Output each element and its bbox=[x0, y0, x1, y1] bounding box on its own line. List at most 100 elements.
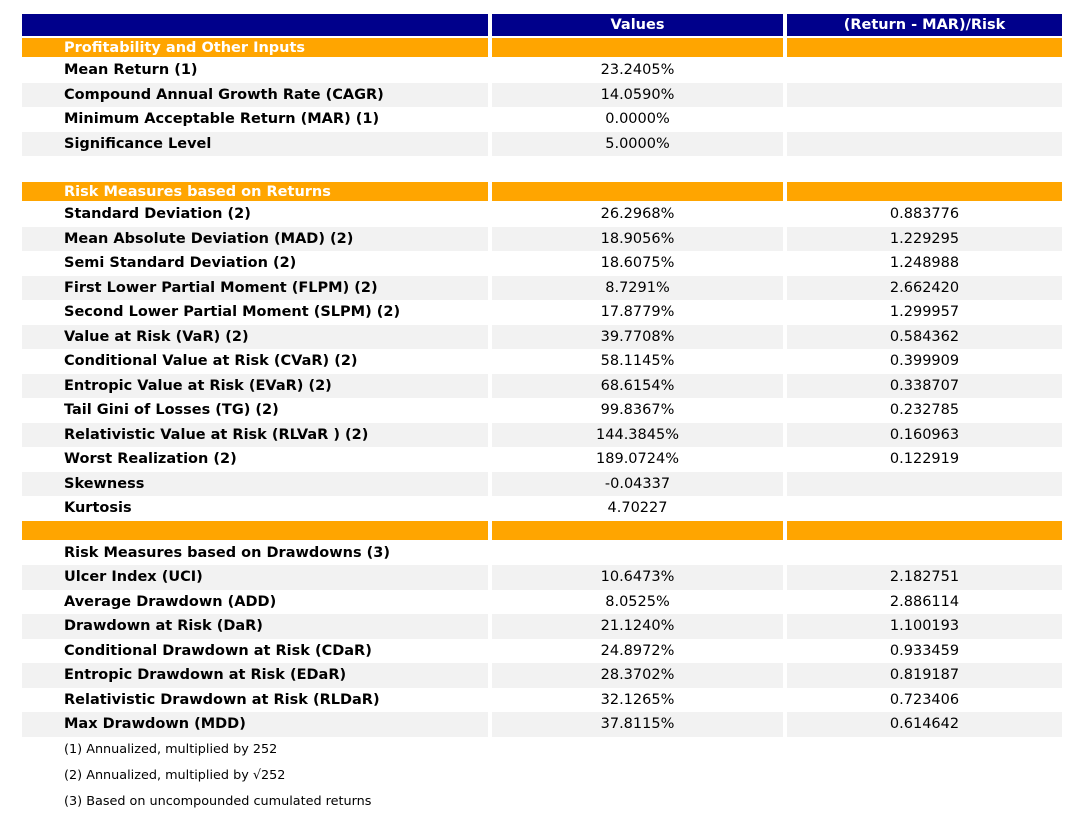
row-label: Minimum Acceptable Return (MAR) (1) bbox=[22, 107, 488, 132]
row-ratio: 1.299957 bbox=[787, 300, 1062, 325]
table-row: Compound Annual Growth Rate (CAGR) 14.059… bbox=[22, 82, 1062, 107]
row-value: 8.7291% bbox=[492, 275, 783, 300]
section-title-row: Risk Measures based on Returns bbox=[22, 182, 1062, 201]
row-ratio: 0.232785 bbox=[787, 398, 1062, 423]
row-value: 24.8972% bbox=[492, 638, 783, 663]
table-row: Mean Return (1) 23.2405% bbox=[22, 58, 1062, 83]
row-ratio bbox=[787, 82, 1062, 107]
section-title-cell bbox=[492, 182, 783, 201]
table-body: Profitability and Other Inputs Mean Retur… bbox=[22, 38, 1062, 737]
table-row: Skewness -0.04337 bbox=[22, 471, 1062, 496]
footnotes: (1) Annualized, multiplied by 252 (2) Ann… bbox=[22, 736, 1062, 815]
row-value: 37.8115% bbox=[492, 712, 783, 737]
row-ratio bbox=[787, 131, 1062, 156]
column-header-return-mar-risk: (Return - MAR)/Risk bbox=[787, 14, 1062, 36]
section-title-cell bbox=[787, 540, 1062, 565]
table-row: Tail Gini of Losses (TG) (2) 99.8367% 0.23… bbox=[22, 398, 1062, 423]
section-title-cell bbox=[492, 540, 783, 565]
table-row: Standard Deviation (2) 26.2968% 0.883776 bbox=[22, 202, 1062, 227]
row-ratio: 0.160963 bbox=[787, 422, 1062, 447]
row-label: Average Drawdown (ADD) bbox=[22, 589, 488, 614]
table-row: Drawdown at Risk (DaR) 21.1240% 1.100193 bbox=[22, 614, 1062, 639]
row-ratio: 0.933459 bbox=[787, 638, 1062, 663]
table-row: First Lower Partial Moment (FLPM) (2) 8.7… bbox=[22, 275, 1062, 300]
footnote-line: (2) Annualized, multiplied by √252 bbox=[22, 762, 1062, 789]
row-value: 23.2405% bbox=[492, 58, 783, 83]
row-label: Entropic Drawdown at Risk (EDaR) bbox=[22, 663, 488, 688]
row-ratio: 2.182751 bbox=[787, 565, 1062, 590]
table-row: Entropic Drawdown at Risk (EDaR) 28.3702%… bbox=[22, 663, 1062, 688]
section-title-row: Risk Measures based on Drawdowns (3) bbox=[22, 540, 1062, 565]
column-header-values: Values bbox=[492, 14, 783, 36]
row-ratio bbox=[787, 58, 1062, 83]
row-label: Compound Annual Growth Rate (CAGR) bbox=[22, 82, 488, 107]
row-ratio: 0.614642 bbox=[787, 712, 1062, 737]
row-label: Second Lower Partial Moment (SLPM) (2) bbox=[22, 300, 488, 325]
section-spacer bbox=[22, 156, 1062, 182]
table-row: Conditional Drawdown at Risk (CDaR) 24.89… bbox=[22, 638, 1062, 663]
row-value: 8.0525% bbox=[492, 589, 783, 614]
row-value: 189.0724% bbox=[492, 447, 783, 472]
row-value: 10.6473% bbox=[492, 565, 783, 590]
row-label: Conditional Drawdown at Risk (CDaR) bbox=[22, 638, 488, 663]
section-title-cell bbox=[787, 182, 1062, 201]
row-label: Tail Gini of Losses (TG) (2) bbox=[22, 398, 488, 423]
row-value: 18.9056% bbox=[492, 226, 783, 251]
table-header-row: Values (Return - MAR)/Risk bbox=[22, 14, 1062, 36]
row-label: Semi Standard Deviation (2) bbox=[22, 251, 488, 276]
row-label: Entropic Value at Risk (EVaR) (2) bbox=[22, 373, 488, 398]
footnote-line: (3) Based on uncompounded cumulated retu… bbox=[22, 788, 1062, 815]
table-row: Second Lower Partial Moment (SLPM) (2) 17… bbox=[22, 300, 1062, 325]
row-value: -0.04337 bbox=[492, 471, 783, 496]
table-row: Conditional Value at Risk (CVaR) (2) 58.1… bbox=[22, 349, 1062, 374]
table-row: Average Drawdown (ADD) 8.0525% 2.886114 bbox=[22, 589, 1062, 614]
table-row: Max Drawdown (MDD) 37.8115% 0.614642 bbox=[22, 712, 1062, 737]
table-row: Relativistic Value at Risk (RLVaR ) (2) 1… bbox=[22, 422, 1062, 447]
row-ratio: 0.122919 bbox=[787, 447, 1062, 472]
section-title-label: Risk Measures based on Drawdowns (3) bbox=[22, 540, 488, 565]
column-header-empty bbox=[22, 14, 488, 36]
row-ratio bbox=[787, 496, 1062, 521]
row-label: Ulcer Index (UCI) bbox=[22, 565, 488, 590]
row-value: 26.2968% bbox=[492, 202, 783, 227]
row-ratio: 0.883776 bbox=[787, 202, 1062, 227]
row-label: Mean Absolute Deviation (MAD) (2) bbox=[22, 226, 488, 251]
orange-band-cell bbox=[787, 520, 1062, 540]
table-row: Mean Absolute Deviation (MAD) (2) 18.9056… bbox=[22, 226, 1062, 251]
table-row: Worst Realization (2) 189.0724% 0.122919 bbox=[22, 447, 1062, 472]
row-value: 58.1145% bbox=[492, 349, 783, 374]
section-title-label: Risk Measures based on Returns bbox=[22, 182, 488, 201]
row-ratio bbox=[787, 471, 1062, 496]
orange-band-cell bbox=[492, 520, 783, 540]
row-label: Significance Level bbox=[22, 131, 488, 156]
table-row: Entropic Value at Risk (EVaR) (2) 68.6154… bbox=[22, 373, 1062, 398]
table-row: Kurtosis 4.70227 bbox=[22, 496, 1062, 521]
section-title-cell bbox=[787, 38, 1062, 57]
section-title-label: Profitability and Other Inputs bbox=[22, 38, 488, 57]
orange-band-row bbox=[22, 520, 1062, 540]
row-label: Worst Realization (2) bbox=[22, 447, 488, 472]
row-ratio: 0.819187 bbox=[787, 663, 1062, 688]
row-value: 39.7708% bbox=[492, 324, 783, 349]
row-value: 4.70227 bbox=[492, 496, 783, 521]
row-value: 144.3845% bbox=[492, 422, 783, 447]
row-label: Skewness bbox=[22, 471, 488, 496]
row-value: 99.8367% bbox=[492, 398, 783, 423]
row-ratio: 1.229295 bbox=[787, 226, 1062, 251]
row-ratio: 2.662420 bbox=[787, 275, 1062, 300]
table-row: Minimum Acceptable Return (MAR) (1) 0.000… bbox=[22, 107, 1062, 132]
row-label: Conditional Value at Risk (CVaR) (2) bbox=[22, 349, 488, 374]
risk-report-table: Values (Return - MAR)/Risk Profitability… bbox=[22, 14, 1062, 815]
row-ratio: 1.100193 bbox=[787, 614, 1062, 639]
row-ratio: 0.584362 bbox=[787, 324, 1062, 349]
row-value: 0.0000% bbox=[492, 107, 783, 132]
row-value: 5.0000% bbox=[492, 131, 783, 156]
row-value: 18.6075% bbox=[492, 251, 783, 276]
row-ratio bbox=[787, 107, 1062, 132]
table-row: Relativistic Drawdown at Risk (RLDaR) 32.… bbox=[22, 687, 1062, 712]
section-title-cell bbox=[492, 38, 783, 57]
row-label: Kurtosis bbox=[22, 496, 488, 521]
footnote-line: (1) Annualized, multiplied by 252 bbox=[22, 736, 1062, 763]
row-value: 14.0590% bbox=[492, 82, 783, 107]
row-ratio: 1.248988 bbox=[787, 251, 1062, 276]
